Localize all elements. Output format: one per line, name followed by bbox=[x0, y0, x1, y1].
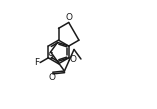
Text: S: S bbox=[48, 52, 54, 61]
Text: F: F bbox=[35, 58, 40, 67]
Text: O: O bbox=[70, 55, 77, 64]
Text: O: O bbox=[65, 13, 72, 22]
Text: O: O bbox=[49, 73, 56, 82]
